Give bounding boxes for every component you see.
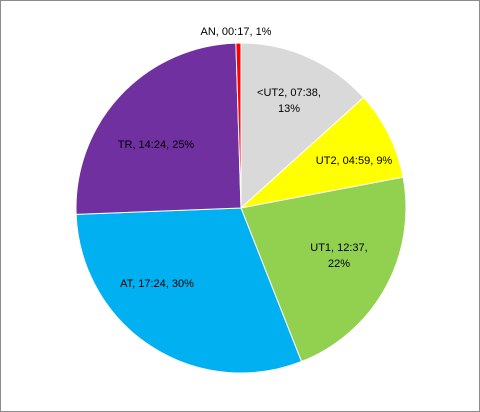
pie-slice-ut2 — [240, 42, 365, 210]
pie-slice-an — [235, 42, 242, 209]
data-label-ut2: <UT2, 07:38, 13% — [257, 87, 321, 115]
pie-slice-tr — [75, 42, 242, 215]
pie-slice-ut2 — [239, 96, 404, 209]
data-label-an: AN, 00:17, 1% — [201, 26, 272, 38]
data-label-ut1: UT1, 12:37, 22% — [310, 242, 367, 270]
data-label-ut2: UT2, 04:59, 9% — [316, 155, 393, 167]
data-label-at: AT, 17:24, 30% — [120, 278, 194, 290]
data-label-tr: TR, 14:24, 25% — [118, 139, 195, 151]
pie-slice-ut1 — [240, 176, 407, 363]
pie-slice-at — [75, 207, 303, 374]
